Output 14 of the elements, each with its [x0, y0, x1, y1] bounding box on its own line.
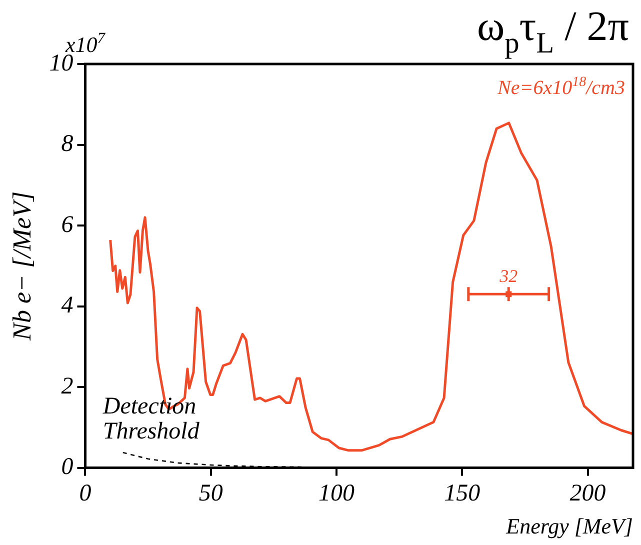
annotation: 32: [498, 266, 518, 286]
x-tick-label: 100: [318, 480, 354, 507]
x-tick-label: 0: [79, 480, 92, 507]
y-tick-label: 2: [61, 373, 74, 400]
y-tick-label: 6: [61, 212, 74, 238]
y-tick-label: 8: [61, 131, 74, 158]
y-axis-title: Nb e− [/MeV]: [7, 191, 36, 342]
x-tick-label: 50: [198, 480, 223, 507]
x-axis-title: Energy [MeV]: [505, 514, 633, 539]
x-tick-label: 200: [570, 480, 606, 507]
y-tick-label: 4: [61, 292, 74, 319]
y-tick-label: 0: [61, 454, 74, 480]
annotation: Detection Threshold: [102, 393, 200, 444]
x-tick-label: 150: [444, 480, 480, 507]
